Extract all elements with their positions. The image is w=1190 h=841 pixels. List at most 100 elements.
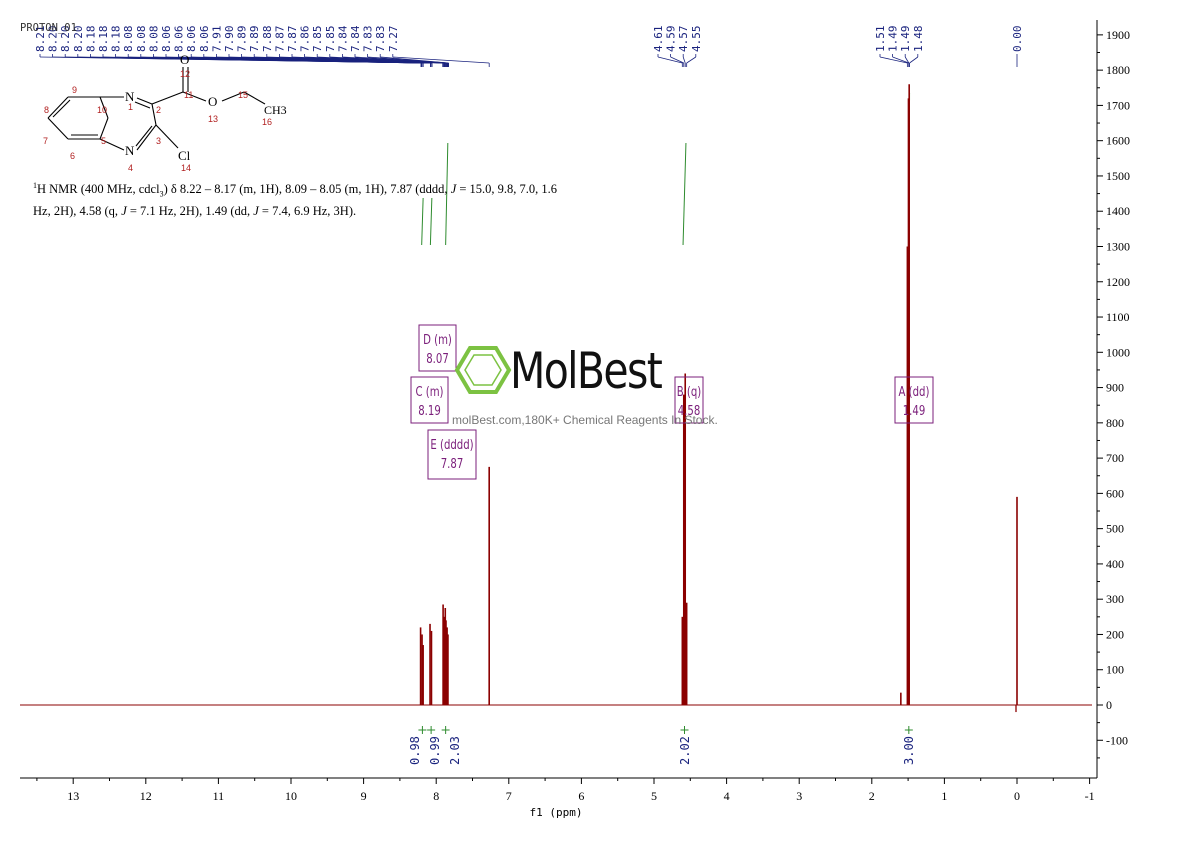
peak-label: 1.49 bbox=[899, 26, 912, 53]
peak-leader bbox=[904, 56, 910, 64]
y-tick-label: 1200 bbox=[1106, 275, 1130, 289]
atom-number: 5 bbox=[101, 136, 106, 146]
peak-leader bbox=[686, 56, 697, 64]
integral-curve bbox=[421, 197, 424, 246]
multiplet-boxes: D (m) 8.07 C (m) 8.19 E (dddd) 7.87 B (q) 4.58 A… bbox=[410, 324, 934, 480]
atom-number: 1 bbox=[128, 102, 133, 112]
chemical-structure bbox=[47, 67, 266, 151]
peak-label: 7.90 bbox=[223, 26, 236, 53]
peak-label: 8.06 bbox=[160, 26, 173, 53]
peak-label: 0.00 bbox=[1011, 26, 1024, 53]
x-tick-label: 9 bbox=[361, 789, 367, 803]
integral-value: 0.99 bbox=[428, 736, 442, 765]
bond bbox=[243, 91, 266, 105]
peak-leader bbox=[909, 56, 919, 64]
atom-number: 7 bbox=[43, 136, 48, 146]
bond bbox=[155, 124, 179, 149]
peak-leader bbox=[657, 56, 683, 64]
atom-o12: O bbox=[180, 52, 189, 67]
multiplet-shift: 4.58 bbox=[678, 403, 701, 419]
y-tick-label: 800 bbox=[1106, 416, 1124, 430]
atom-o13: O bbox=[208, 94, 217, 109]
multiplet-box bbox=[674, 376, 704, 424]
y-tick-label: 500 bbox=[1106, 522, 1124, 536]
atom-number: 10 bbox=[97, 105, 107, 115]
peak-label: 7.87 bbox=[273, 26, 286, 53]
logo-tagline: molBest.com,180K+ Chemical Reagents In S… bbox=[452, 413, 718, 427]
peak-label: 8.18 bbox=[97, 26, 110, 53]
integral-labels: 0.98 0.99 2.03 2.02 3.00 bbox=[408, 726, 916, 765]
structure-atom-numbers: 1 2 3 4 5 6 7 8 9 10 11 12 13 14 15 16 bbox=[43, 69, 272, 173]
bond bbox=[135, 125, 153, 147]
j-symbol: J bbox=[450, 182, 457, 197]
atom-number: 11 bbox=[184, 90, 193, 100]
x-tick-label: 0 bbox=[1014, 789, 1020, 803]
peak-label: 7.85 bbox=[324, 26, 337, 53]
nmr-superscript: 1 bbox=[33, 181, 37, 190]
multiplet-shift: 1.49 bbox=[903, 403, 926, 419]
peak-label: 7.89 bbox=[236, 26, 249, 53]
x-tick-label: 12 bbox=[140, 789, 152, 803]
y-tick-label: 700 bbox=[1106, 451, 1124, 465]
atom-number: 8 bbox=[44, 105, 49, 115]
y-tick-label: 1700 bbox=[1106, 98, 1130, 112]
integral-value: 0.98 bbox=[408, 736, 422, 765]
integral-curve bbox=[429, 197, 433, 246]
y-tick-label: 1500 bbox=[1106, 169, 1130, 183]
nmr-description: 1H NMR (400 MHz, cdcl3) δ 8.22 – 8.17 (m… bbox=[33, 177, 593, 220]
atom-number: 9 bbox=[72, 85, 77, 95]
nmr-subscript: 3 bbox=[159, 189, 164, 199]
integral-value: 2.03 bbox=[448, 736, 462, 765]
bond bbox=[47, 117, 69, 140]
nmr-text-part: = 7.4, 6.9 Hz, 3H). bbox=[258, 203, 357, 218]
atom-number: 2 bbox=[156, 105, 161, 115]
peak-label: 8.18 bbox=[84, 26, 97, 53]
y-tick-label: 1300 bbox=[1106, 239, 1130, 253]
peak-leader bbox=[892, 56, 909, 64]
multiplet-box bbox=[894, 376, 934, 424]
atom-number: 3 bbox=[156, 136, 161, 146]
x-tick-label: 3 bbox=[796, 789, 802, 803]
peak-label: 8.20 bbox=[72, 26, 85, 53]
x-tick-label: 10 bbox=[285, 789, 297, 803]
multiplet-letter: A (dd) bbox=[899, 384, 930, 400]
peak-label: 8.20 bbox=[47, 26, 60, 53]
x-tick-label: 11 bbox=[213, 789, 225, 803]
y-tick-label: 1000 bbox=[1106, 345, 1130, 359]
integral-curves bbox=[421, 92, 911, 246]
peak-label: 7.84 bbox=[336, 25, 349, 52]
x-tick-label: 6 bbox=[578, 789, 584, 803]
peak-label: 7.27 bbox=[387, 26, 400, 53]
y-tick-label: 200 bbox=[1106, 627, 1124, 641]
peak-label: 8.18 bbox=[110, 26, 123, 53]
peak-label: 4.55 bbox=[690, 26, 703, 53]
y-tick-label: -100 bbox=[1106, 733, 1128, 747]
atom-number: 15 bbox=[238, 90, 248, 100]
nmr-text-part: = 15.0, 9.8, 7.0, 1.6 bbox=[456, 182, 558, 197]
peak-leader bbox=[380, 56, 449, 64]
peak-label: 7.91 bbox=[210, 26, 223, 53]
nmr-text-part: = 7.1 Hz, 2H), 1.49 (dd, bbox=[126, 203, 254, 218]
atom-number: 16 bbox=[262, 117, 272, 127]
x-tick-label: 2 bbox=[869, 789, 875, 803]
bond bbox=[99, 117, 109, 140]
multiplet-letter: B (q) bbox=[677, 384, 702, 400]
peak-label: 8.08 bbox=[135, 26, 148, 53]
j-symbol: J bbox=[253, 203, 259, 218]
nmr-text-part: ) δ 8.22 – 8.17 (m, 1H), 8.09 – 8.05 (m,… bbox=[163, 182, 451, 197]
multiplet-box bbox=[410, 376, 449, 424]
bond bbox=[182, 91, 207, 102]
peak-label: 7.86 bbox=[299, 26, 312, 53]
logo-brand-text: MolBest bbox=[510, 342, 663, 400]
y-tick-label: 100 bbox=[1106, 663, 1124, 677]
multiplet-shift: 8.19 bbox=[418, 403, 441, 419]
y-tick-label: 400 bbox=[1106, 557, 1124, 571]
atom-n1: N bbox=[125, 89, 135, 104]
y-tick-label: 600 bbox=[1106, 486, 1124, 500]
y-tick-label: 1400 bbox=[1106, 204, 1130, 218]
multiplet-shift: 8.07 bbox=[426, 351, 449, 367]
peak-label-group: 8.21 8.20 8.20 8.20 8.18 8.18 8.18 8.08 8.08 8.08… bbox=[34, 25, 1024, 67]
peak-label: 1.51 bbox=[874, 26, 887, 53]
integral-curve bbox=[445, 142, 449, 246]
